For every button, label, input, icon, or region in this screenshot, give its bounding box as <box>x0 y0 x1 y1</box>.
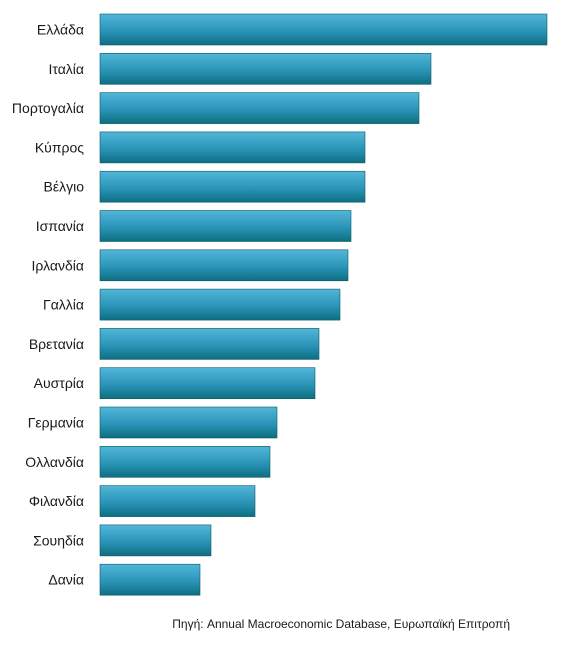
bar-10 <box>99 406 278 439</box>
bar-6 <box>99 249 349 282</box>
category-label-12: Φιλανδία <box>29 493 84 509</box>
category-label-1: Ιταλία <box>48 61 84 77</box>
category-label-14: Δανία <box>48 572 84 588</box>
category-label-9: Αυστρία <box>34 375 84 391</box>
bar-13 <box>99 524 212 557</box>
category-label-6: Ιρλανδία <box>32 257 84 273</box>
category-label-3: Κύπρος <box>35 139 84 155</box>
category-label-4: Βέλγιο <box>44 179 85 195</box>
bar-9 <box>99 367 316 400</box>
bar-3 <box>99 131 366 164</box>
bar-0 <box>99 13 548 46</box>
bar-4 <box>99 170 366 203</box>
bar-7 <box>99 288 341 321</box>
bars-group <box>99 13 548 596</box>
bar-12 <box>99 485 256 517</box>
category-label-10: Γερμανία <box>28 415 84 431</box>
category-labels-group: Ελλάδα Ιταλία Πορτογαλία Κύπρος Βέλγιο Ισπανί… <box>12 22 84 588</box>
bar-5 <box>99 210 352 242</box>
category-label-2: Πορτογαλία <box>12 100 84 116</box>
source-note: Πηγή: Annual Macroeconomic Database, Ευρ… <box>172 617 510 631</box>
bar-11 <box>99 445 271 478</box>
bar-8 <box>99 328 320 360</box>
category-label-8: Βρετανία <box>29 336 84 352</box>
category-label-5: Ισπανία <box>36 218 84 234</box>
bar-14 <box>99 563 201 596</box>
category-label-7: Γαλλία <box>43 297 84 313</box>
bar-1 <box>99 52 432 85</box>
category-label-11: Ολλανδία <box>25 454 84 470</box>
category-label-13: Σουηδία <box>33 532 84 548</box>
bar-2 <box>99 92 420 124</box>
category-label-0: Ελλάδα <box>37 22 84 38</box>
